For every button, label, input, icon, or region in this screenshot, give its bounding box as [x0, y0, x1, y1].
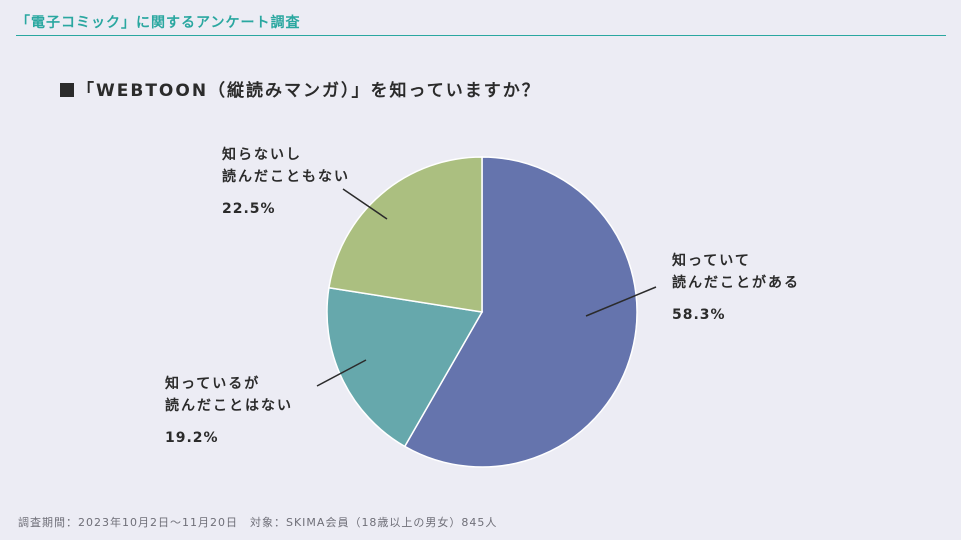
survey-footnote: 調査期間：2023年10月2日〜11月20日 対象：SKIMA会員（18歳以上の… [18, 516, 498, 529]
leader-line-know-not-read [316, 359, 367, 387]
pie-slice-unknown [328, 156, 483, 313]
question-heading: 「WEBTOON（縦読みマンガ）」を知っていますか？ [60, 76, 541, 101]
leader-line-unknown [342, 188, 388, 220]
slice-value-label: 58.3% [672, 307, 726, 323]
slice-label-line2: 読んだこともない [222, 169, 350, 185]
slice-label-line2: 読んだことがある [672, 275, 800, 291]
slice-label-unknown: 知らないし 読んだこともない 22.5% [222, 144, 350, 220]
slice-value-label: 19.2% [165, 430, 219, 446]
slice-label-line2: 読んだことはない [165, 398, 293, 414]
survey-header-title: 「電子コミック」に関するアンケート調査 [16, 15, 301, 31]
slice-label-line1: 知っているが [165, 376, 261, 392]
pie-slice-read [403, 156, 638, 468]
slice-label-know-not-read: 知っているが 読んだことはない 19.2% [165, 373, 293, 449]
slice-label-read: 知っていて 読んだことがある 58.3% [672, 250, 800, 326]
header-divider [16, 35, 946, 36]
slice-value-label: 22.5% [222, 201, 276, 217]
leader-line-read [585, 286, 657, 317]
slice-label-line1: 知らないし [222, 147, 302, 163]
slice-label-line1: 知っていて [672, 253, 751, 269]
square-bullet-icon [60, 83, 74, 97]
pie-slice-know-not-read [326, 286, 484, 448]
question-text: 「WEBTOON（縦読みマンガ）」を知っていますか？ [77, 81, 541, 101]
